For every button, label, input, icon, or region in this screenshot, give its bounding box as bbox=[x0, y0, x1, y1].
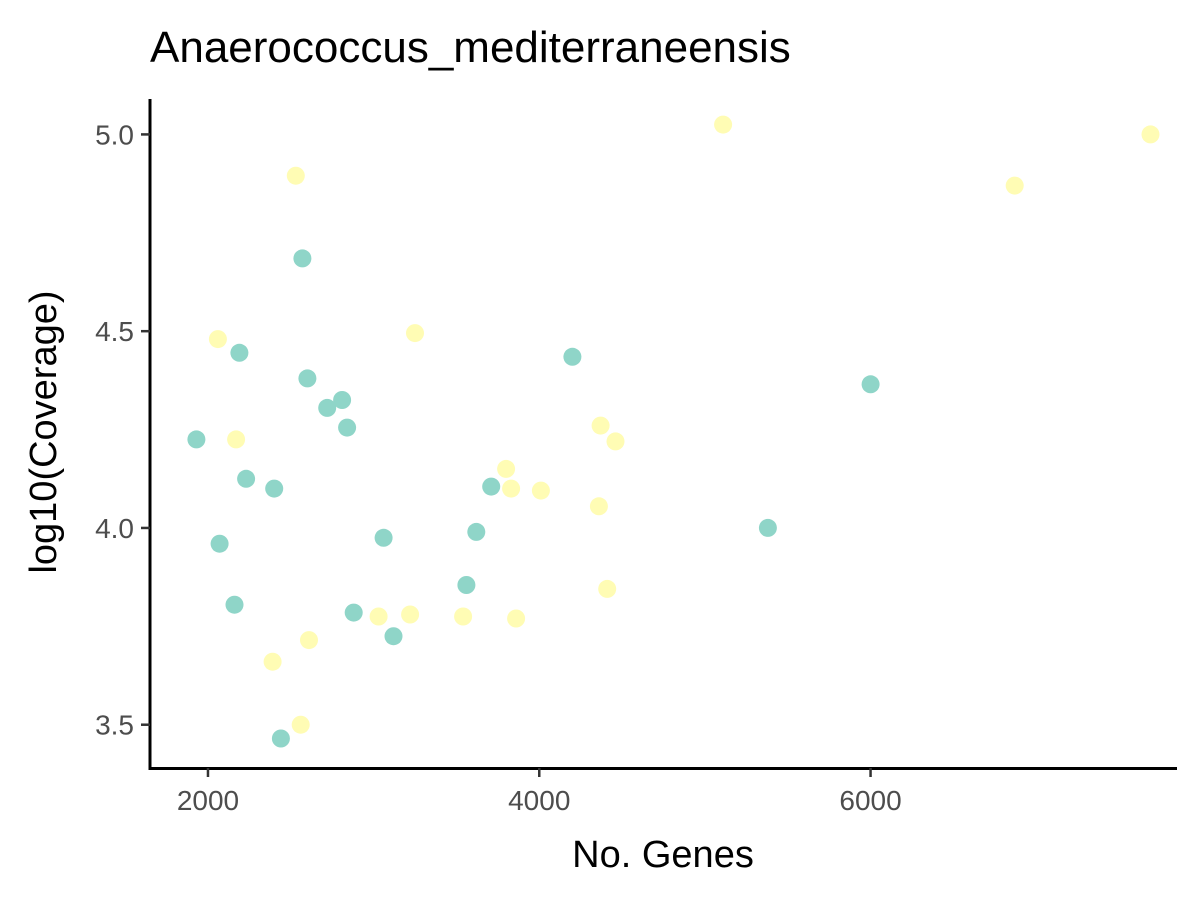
data-point bbox=[369, 607, 388, 626]
data-point bbox=[263, 652, 282, 671]
data-point bbox=[606, 432, 625, 451]
data-point bbox=[227, 430, 246, 449]
data-point bbox=[457, 576, 476, 594]
data-point bbox=[502, 479, 521, 498]
data-point bbox=[271, 729, 290, 748]
data-point bbox=[225, 595, 244, 614]
data-point bbox=[563, 347, 582, 366]
data-point bbox=[454, 607, 473, 626]
data-point bbox=[384, 627, 403, 646]
data-point bbox=[237, 469, 256, 488]
data-point bbox=[208, 330, 227, 349]
x-tick-label: 6000 bbox=[839, 785, 901, 816]
data-point bbox=[374, 528, 393, 547]
y-axis-title: log10(Coverage) bbox=[23, 290, 65, 573]
chart-title: Anaerococcus_mediterraneensis bbox=[150, 23, 791, 72]
data-point bbox=[1005, 176, 1024, 195]
data-point bbox=[187, 430, 206, 449]
data-point bbox=[344, 603, 363, 622]
data-point bbox=[507, 609, 526, 628]
y-tick-label: 4.0 bbox=[95, 513, 134, 544]
data-point bbox=[406, 324, 424, 343]
data-point bbox=[497, 459, 516, 478]
x-axis-title: No. Genes bbox=[572, 834, 754, 876]
series-1 bbox=[187, 249, 880, 748]
data-point bbox=[230, 343, 249, 362]
data-point bbox=[318, 398, 337, 417]
data-point bbox=[714, 115, 733, 134]
data-point bbox=[291, 715, 310, 734]
data-point bbox=[300, 631, 318, 650]
data-point bbox=[482, 477, 501, 496]
data-point bbox=[1141, 125, 1160, 144]
y-tick-label: 3.5 bbox=[95, 710, 134, 741]
data-point bbox=[210, 534, 229, 553]
ticks-layer: 2000 4000 6000 3.5 4.0 4.5 5.0 bbox=[95, 119, 902, 816]
axes-layer bbox=[148, 99, 1177, 770]
data-point bbox=[401, 605, 420, 624]
data-point bbox=[589, 497, 608, 516]
data-point bbox=[758, 518, 777, 537]
data-point bbox=[591, 416, 610, 435]
data-point bbox=[467, 522, 486, 541]
data-point bbox=[338, 418, 357, 437]
x-tick-label: 2000 bbox=[177, 785, 239, 816]
points-layer bbox=[187, 115, 1160, 748]
y-tick-label: 5.0 bbox=[95, 119, 134, 150]
data-point bbox=[861, 375, 880, 394]
data-point bbox=[298, 369, 317, 388]
data-point bbox=[293, 249, 312, 268]
data-point bbox=[286, 166, 305, 185]
data-point bbox=[265, 479, 284, 498]
y-tick-label: 4.5 bbox=[95, 316, 134, 347]
x-tick-label: 4000 bbox=[508, 785, 570, 816]
data-point bbox=[531, 481, 550, 500]
data-point bbox=[333, 391, 352, 409]
series-2 bbox=[208, 115, 1160, 734]
data-point bbox=[598, 579, 617, 598]
